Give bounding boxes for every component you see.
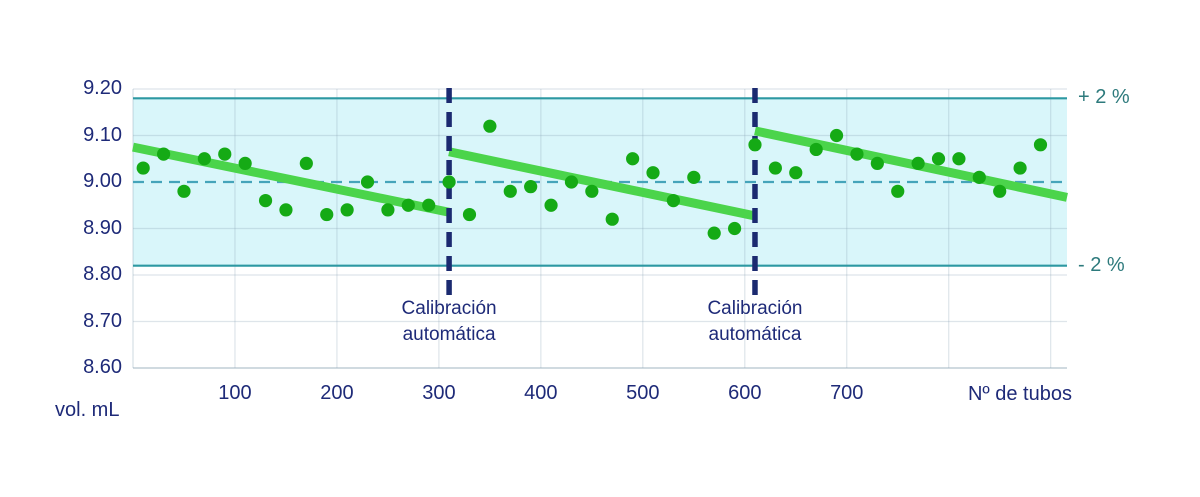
data-point: [564, 175, 579, 189]
data-point: [891, 184, 905, 198]
data-point: [972, 170, 986, 184]
data-point: [299, 156, 313, 170]
data-point: [1033, 138, 1048, 152]
x-tick-label: 500: [626, 382, 660, 404]
y-tick-label: 8.70: [83, 309, 122, 332]
data-point: [136, 161, 150, 175]
data-point: [177, 184, 191, 198]
data-point: [850, 147, 864, 161]
data-point: [585, 184, 599, 198]
data-point: [401, 198, 415, 212]
x-tick-label: 600: [728, 382, 762, 404]
y-tick-label: 8.80: [83, 263, 122, 285]
data-point: [1013, 161, 1027, 175]
data-point: [993, 184, 1007, 198]
x-tick-label: 700: [830, 382, 864, 404]
y-tick-label: 9.00: [83, 170, 122, 192]
data-point: [340, 203, 354, 217]
data-point: [544, 198, 558, 212]
data-point: [646, 166, 660, 180]
data-point: [768, 161, 782, 175]
data-point: [727, 221, 742, 236]
data-point: [320, 207, 334, 222]
calibration-label-1: Calibración automática: [339, 296, 559, 348]
data-point: [687, 170, 701, 184]
x-tick-label: 100: [218, 382, 252, 404]
data-point: [666, 194, 681, 208]
data-point: [442, 175, 456, 189]
y-tick-label: 9.20: [83, 77, 122, 99]
data-point: [931, 152, 946, 166]
data-point: [422, 198, 436, 212]
data-point: [626, 152, 640, 166]
data-point: [789, 166, 803, 180]
x-axis-title: Nº de tubos: [967, 383, 1072, 405]
data-point: [748, 138, 762, 152]
calibration-label-2-line1: Calibración: [707, 298, 803, 319]
y-axis-title: vol. mL: [55, 399, 120, 421]
data-point: [605, 212, 619, 226]
data-point: [238, 156, 252, 170]
lower-limit-label: - 2 %: [1078, 253, 1125, 276]
data-point: [360, 175, 375, 189]
calibration-label-2: Calibración automática: [645, 296, 865, 348]
data-point: [911, 156, 925, 170]
x-tick-label: 400: [524, 382, 558, 404]
data-point: [707, 226, 721, 240]
trend-line: [448, 147, 756, 221]
x-tick-label: 200: [320, 382, 354, 404]
calibration-label-2-line2: automática: [708, 324, 802, 345]
y-tick-label: 8.60: [83, 356, 122, 378]
data-point: [279, 203, 293, 217]
data-point: [503, 184, 517, 198]
trend-line: [754, 126, 1068, 202]
data-point: [483, 119, 497, 133]
data-point: [829, 128, 844, 143]
data-point: [381, 203, 395, 217]
data-point: [524, 180, 538, 194]
data-point: [197, 152, 211, 166]
data-point: [870, 156, 884, 170]
trend-line: [132, 142, 450, 217]
data-point: [156, 147, 171, 161]
data-point: [462, 207, 477, 222]
data-point: [218, 147, 232, 161]
x-tick-label: 300: [422, 382, 456, 404]
y-tick-label: 9.10: [83, 123, 122, 146]
data-point: [258, 194, 273, 208]
data-point: [952, 152, 966, 166]
calibration-label-1-line2: automática: [402, 324, 496, 345]
calibration-label-1-line1: Calibración: [401, 298, 497, 319]
data-point: [809, 142, 823, 157]
upper-limit-label: + 2 %: [1078, 86, 1130, 109]
y-tick-label: 8.90: [83, 216, 122, 239]
